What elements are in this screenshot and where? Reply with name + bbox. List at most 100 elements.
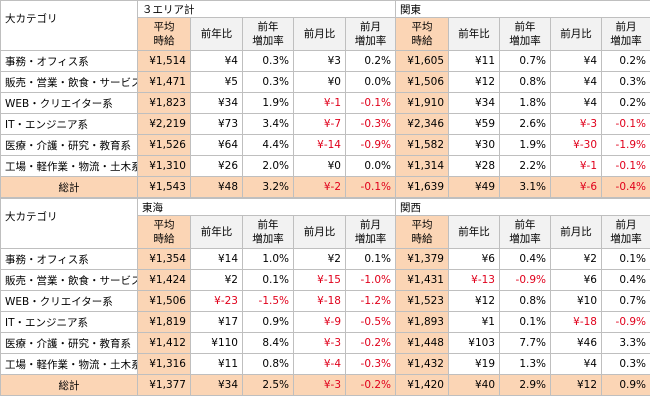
- cell: 0.2%: [344, 50, 397, 72]
- cell: ¥4: [190, 50, 243, 72]
- cell: -0.3%: [345, 353, 396, 375]
- cell: -0.3%: [344, 113, 397, 135]
- cell: 0.1%: [242, 269, 294, 291]
- cell: ¥1,514: [137, 50, 191, 72]
- data-row: 販売・営業・飲食・サービス系 ¥1,424 ¥2 0.1% ¥-15 -1.0% ¥1,43…: [0, 269, 650, 291]
- cell: ¥17: [190, 311, 243, 333]
- cell: ¥-1: [550, 155, 603, 177]
- cell: 0.3%: [601, 353, 650, 375]
- region-header: 関西: [395, 198, 650, 216]
- cell: -0.1%: [601, 155, 650, 177]
- cell: ¥-4: [293, 353, 346, 375]
- cell: 3.2%: [242, 176, 294, 198]
- cell: -1.5%: [242, 290, 294, 312]
- column-header-row: 平均 時給 前年比 前年 増加率 前月比 前月 増加率 平均 時給 前年比 前年 増加率 前月比…: [1, 17, 650, 51]
- cell: -0.2%: [345, 332, 396, 354]
- cell: ¥-3: [293, 374, 346, 396]
- cell: ¥12: [550, 374, 602, 396]
- cell: 0.1%: [345, 248, 396, 270]
- cell: ¥5: [190, 71, 243, 93]
- category: 販売・営業・飲食・サービス系: [0, 269, 138, 291]
- cell: 0.1%: [601, 248, 650, 270]
- cell: ¥-23: [190, 290, 243, 312]
- cell: 0.2%: [601, 50, 650, 72]
- cell: ¥1,893: [395, 311, 449, 333]
- header-row: 大カテゴリ ３エリア計 関東: [0, 0, 650, 51]
- cell: -1.0%: [345, 269, 396, 291]
- column-header: 前年比: [448, 17, 501, 51]
- cell: 2.2%: [499, 155, 552, 177]
- column-header: 平均 時給: [137, 215, 191, 249]
- cell: -0.1%: [344, 176, 397, 198]
- cell: ¥34: [190, 374, 243, 396]
- cell: 1.8%: [499, 92, 552, 114]
- cell: 2.9%: [499, 374, 551, 396]
- category-header: 大カテゴリ: [0, 0, 138, 51]
- data-table: 大カテゴリ ３エリア計 関東 平均 時給 前年比 前年 増加率 前月比 前月 増加率 平均 時給…: [0, 0, 650, 198]
- cell: ¥1,506: [395, 71, 450, 93]
- cell: ¥6: [550, 269, 602, 291]
- cell: 0.4%: [601, 269, 650, 291]
- data-row: 医療・介護・研究・教育系 ¥1,526 ¥64 4.4% ¥-14 -0.9% ¥1,582…: [0, 134, 650, 156]
- category: 医療・介護・研究・教育系: [0, 332, 138, 354]
- column-header: 前月 増加率: [344, 17, 397, 51]
- cell: ¥40: [448, 374, 500, 396]
- region-header: ３エリア計: [136, 0, 397, 18]
- cell: 2.0%: [242, 155, 294, 177]
- data-table: 大カテゴリ 東海 関西 平均 時給 前年比 前年 増加率 前月比 前月 増加率 平均 時給 前年比…: [0, 198, 650, 396]
- cell: -0.9%: [499, 269, 551, 291]
- cell: ¥64: [190, 134, 243, 156]
- category: IT・エンジニア系: [0, 311, 138, 333]
- cell: ¥-14: [293, 134, 346, 156]
- cell: ¥1,377: [137, 374, 191, 396]
- cell: ¥-7: [293, 113, 346, 135]
- cell: 0.4%: [499, 248, 551, 270]
- region-header: 関東: [395, 0, 650, 18]
- column-header: 平均 時給: [395, 215, 449, 249]
- cell: -1.9%: [601, 134, 650, 156]
- cell: ¥1,543: [137, 176, 191, 198]
- data-row: WEB・クリエイター系 ¥1,506 ¥-23 -1.5% ¥-18 -1.2% ¥1,52…: [0, 290, 650, 312]
- column-header: 前年比: [190, 17, 243, 51]
- cell: 0.9%: [242, 311, 294, 333]
- header-row: 大カテゴリ 東海 関西: [0, 198, 650, 249]
- column-header: 前月比: [293, 215, 346, 249]
- cell: ¥-18: [293, 290, 346, 312]
- column-header: 前月 増加率: [601, 215, 650, 249]
- cell: 0.7%: [499, 50, 552, 72]
- column-header: 平均 時給: [395, 17, 450, 51]
- column-header: 前年 増加率: [499, 17, 552, 51]
- category-header: 大カテゴリ: [0, 198, 138, 249]
- cell: -0.2%: [345, 374, 396, 396]
- data-row: 工場・軽作業・物流・土木系 ¥1,316 ¥11 0.8% ¥-4 -0.3% ¥1,432…: [0, 353, 650, 375]
- cell: 1.3%: [499, 353, 551, 375]
- cell: ¥4: [550, 353, 602, 375]
- cell: 0.3%: [242, 50, 294, 72]
- cell: ¥1,523: [395, 290, 449, 312]
- cell: ¥1,412: [137, 332, 191, 354]
- cell: -0.9%: [344, 134, 397, 156]
- cell: ¥1,354: [137, 248, 191, 270]
- cell: ¥0: [293, 71, 346, 93]
- cell: ¥1,910: [395, 92, 450, 114]
- data-row: 工場・軽作業・物流・土木系 ¥1,310 ¥26 2.0% ¥0 0.0% ¥1,314 ¥2…: [0, 155, 650, 177]
- cell: ¥1,823: [137, 92, 191, 114]
- cell: 0.2%: [601, 92, 650, 114]
- cell: ¥2,346: [395, 113, 450, 135]
- cell: -0.9%: [601, 311, 650, 333]
- cell: ¥1,605: [395, 50, 450, 72]
- cell: ¥1,310: [137, 155, 191, 177]
- region-header: 東海: [137, 198, 396, 216]
- cell: ¥-9: [293, 311, 346, 333]
- category: 総計: [0, 374, 138, 396]
- cell: ¥-6: [550, 176, 603, 198]
- category: 事務・オフィス系: [0, 50, 138, 72]
- cell: ¥-13: [448, 269, 500, 291]
- cell: 0.3%: [242, 71, 294, 93]
- cell: ¥19: [448, 353, 500, 375]
- category: 総計: [0, 176, 138, 198]
- cell: ¥11: [190, 353, 243, 375]
- cell: ¥4: [550, 71, 603, 93]
- cell: ¥1,424: [137, 269, 191, 291]
